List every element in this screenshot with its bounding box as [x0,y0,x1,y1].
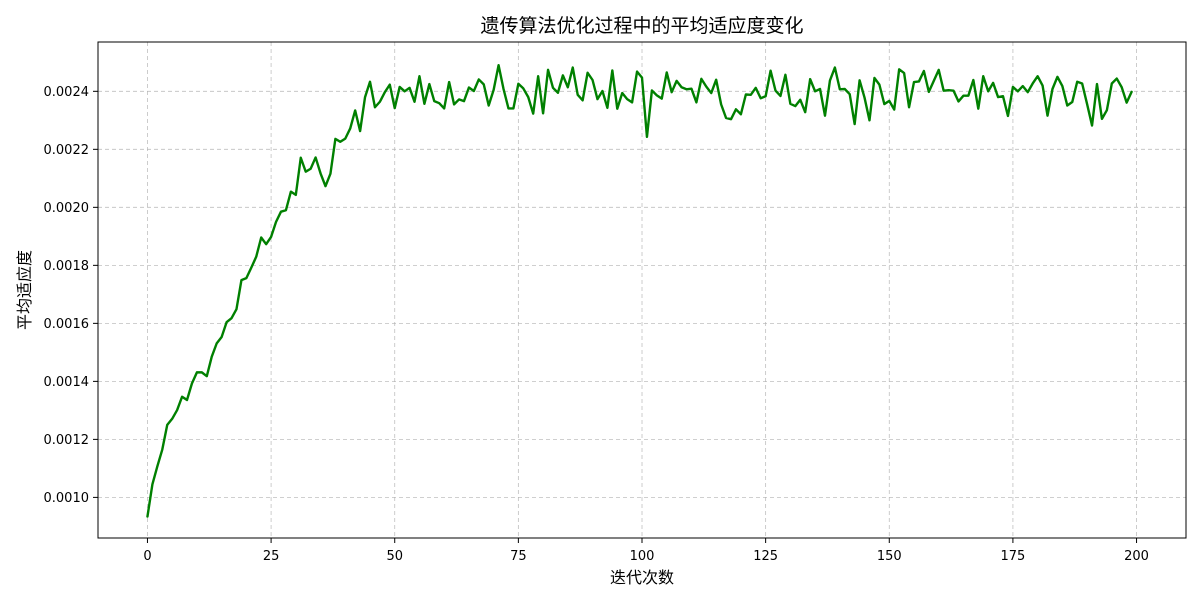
grid [98,42,1186,538]
series-layer [146,63,1133,518]
series-line [146,63,1133,518]
x-tick-label: 50 [386,549,403,564]
x-tick-label: 200 [1124,549,1149,564]
x-tick-label: 125 [753,549,778,564]
chart-title: 遗传算法优化过程中的平均适应度变化 [480,15,803,37]
x-tick-label: 100 [630,549,655,564]
y-tick-label: 0.0022 [44,143,90,158]
x-tick-label: 75 [510,549,527,564]
x-tick-label: 150 [877,549,902,564]
x-axis-ticks: 0 25 50 75 100 125 150 175 200 [143,538,1149,564]
y-tick-label: 0.0012 [44,433,90,448]
x-tick-label: 25 [263,549,280,564]
y-tick-label: 0.0016 [44,317,90,332]
y-tick-label: 0.0020 [44,201,90,216]
x-tick-label: 175 [1000,549,1025,564]
y-axis-ticks: 0.0010 0.0012 0.0014 0.0016 0.0018 0.0020 0.00… [44,85,98,506]
x-tick-label: 0 [143,549,151,564]
y-axis-label: 平均适应度 [15,250,34,330]
y-tick-label: 0.0018 [44,259,90,274]
y-tick-label: 0.0014 [44,375,90,390]
y-tick-label: 0.0024 [44,85,90,100]
x-axis-label: 迭代次数 [610,568,674,587]
y-tick-label: 0.0010 [44,491,90,506]
